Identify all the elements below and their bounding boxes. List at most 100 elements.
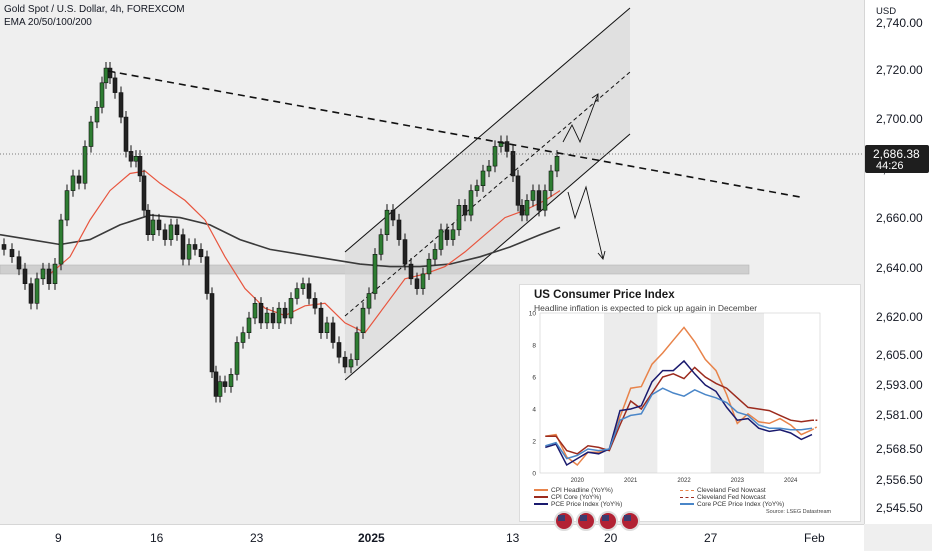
candle-body (288, 298, 294, 319)
candle-body (504, 141, 510, 152)
price-tick-label: 2,620.00 (876, 310, 923, 324)
candle (145, 204, 151, 241)
candle-body (1, 244, 7, 250)
candle (22, 262, 28, 290)
currency-label[interactable]: USD (876, 6, 897, 17)
candle (414, 272, 420, 295)
candle-body (141, 175, 147, 211)
candle (336, 336, 342, 364)
candle (128, 145, 134, 168)
price-axis[interactable] (864, 0, 932, 524)
last-price-value: 2,686.38 (873, 147, 920, 161)
ema-lines (0, 170, 561, 334)
candle-body (234, 342, 240, 375)
candle (180, 228, 186, 266)
candle (542, 184, 548, 217)
year-band (604, 313, 658, 473)
candle-body (450, 229, 456, 240)
candle (282, 302, 288, 325)
candle (34, 272, 40, 310)
candle-body (123, 116, 129, 152)
candle-body (270, 312, 276, 324)
candle-body (276, 307, 282, 324)
candle-body (408, 263, 414, 280)
candle (58, 213, 64, 271)
candle-body (209, 293, 215, 373)
candle-body (360, 307, 366, 334)
candle-body (420, 273, 426, 289)
candle (246, 311, 252, 339)
candle (536, 184, 542, 217)
candle (378, 228, 384, 261)
candle-body (222, 381, 228, 387)
candle-body (300, 283, 306, 289)
us-flag-icon (620, 511, 640, 531)
candle (360, 302, 366, 339)
candle-body (128, 151, 134, 162)
indicator-label[interactable]: EMA 20/50/100/200 (4, 17, 92, 28)
candle (288, 292, 294, 325)
candle (156, 213, 162, 236)
price-tick-label: 2,700.00 (876, 112, 923, 126)
candle-body (107, 67, 113, 79)
time-tick-label: 23 (250, 531, 264, 545)
candle (438, 223, 444, 256)
candle (348, 353, 354, 374)
candle (213, 365, 219, 403)
candle-body (9, 249, 15, 258)
time-tick-label: 20 (604, 531, 618, 545)
legend-entry: Cleveland Fed Nowcast (680, 494, 766, 501)
candle-body (414, 278, 420, 289)
last-price-tag: 2,686.38 44:26 (865, 145, 929, 173)
candles (1, 61, 560, 403)
candle-body (294, 288, 300, 299)
candle (217, 375, 223, 403)
bullish-path-arrow (562, 93, 599, 144)
candle-body (426, 258, 432, 275)
symbol-title[interactable]: Gold Spot / U.S. Dollar, 4h, FOREXCOM (4, 4, 185, 15)
candle (554, 150, 560, 178)
candle (342, 351, 348, 374)
candle (264, 306, 270, 330)
candle (510, 145, 516, 183)
candle-body (28, 283, 34, 304)
candle-body (530, 190, 536, 201)
series-line (545, 326, 813, 467)
candle-body (46, 268, 52, 284)
candle-body (432, 249, 438, 260)
price-chart[interactable] (0, 0, 864, 524)
candle (222, 375, 228, 393)
candle (192, 238, 198, 256)
candle (390, 204, 396, 227)
legend-entry: CPI Headline (YoY%) (534, 487, 613, 494)
candle-body (378, 234, 384, 255)
candle-body (174, 224, 180, 235)
candle-body (519, 205, 525, 216)
candle (70, 169, 76, 197)
candle-body (366, 293, 372, 309)
candle (234, 336, 240, 381)
candle-body (88, 121, 94, 147)
candle-body (133, 156, 139, 162)
candle-body (542, 190, 548, 211)
inset-frame (539, 312, 821, 474)
candle-body (94, 107, 100, 123)
candle-body (390, 209, 396, 221)
candle-body (22, 268, 28, 284)
candle-body (118, 92, 124, 118)
candle (137, 150, 143, 183)
time-axis[interactable] (0, 524, 864, 551)
legend-label: PCE Price Index (YoY%) (551, 501, 623, 508)
bar-countdown: 44:26 (876, 160, 904, 172)
candle (366, 287, 372, 315)
candle (82, 140, 88, 190)
candle-body (462, 205, 468, 216)
time-tick-label: 27 (704, 531, 718, 545)
inset-source: Source: LSEG Datastream (766, 509, 832, 515)
price-tick-label: 2,545.50 (876, 501, 923, 515)
candle-body (342, 356, 348, 368)
candle-body (186, 244, 192, 260)
candle (474, 179, 480, 197)
candle-body (468, 190, 474, 216)
legend-label: Cleveland Fed Nowcast (697, 487, 766, 494)
